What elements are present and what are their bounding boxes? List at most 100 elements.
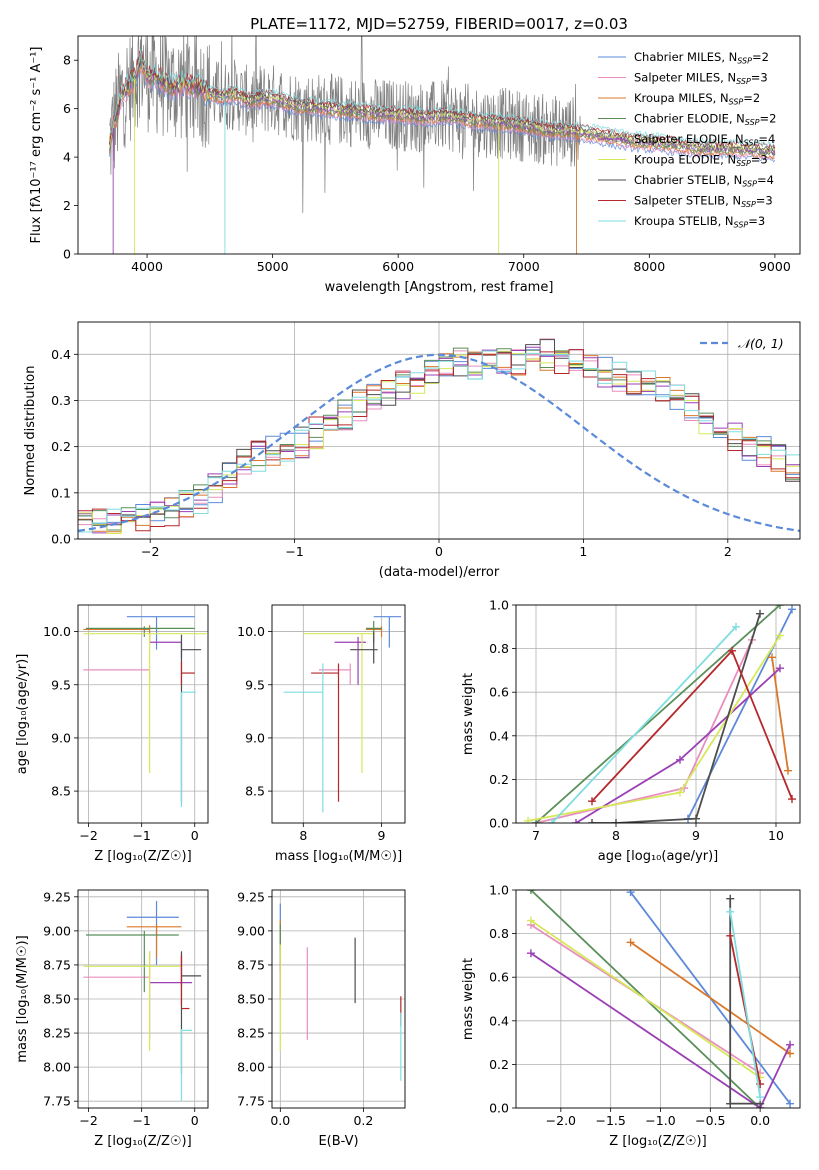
weight-marker bbox=[626, 938, 635, 947]
y-tick-label: 9.25 bbox=[237, 889, 265, 904]
y-tick-label: 8.5 bbox=[51, 784, 71, 799]
y-tick-label: 9.5 bbox=[245, 677, 265, 692]
x-tick-label: −2 bbox=[79, 1113, 97, 1128]
weight-marker bbox=[548, 819, 556, 823]
x-tick-label: −1 bbox=[285, 544, 303, 559]
y-tick-label: 0.6 bbox=[489, 970, 509, 985]
age_vs_Z-ylabel: age [log₁₀(age/yr)] bbox=[15, 654, 30, 775]
x-tick-label: 4000 bbox=[131, 259, 163, 274]
legend-value: =3 bbox=[751, 71, 768, 85]
weight_vs_Z-axes: −2.0 −1.5 −1.0 −0.5 0.0 0.0 0.2 0.4 0.6 0.8 1.0 Z [… bbox=[461, 883, 800, 1149]
y-tick-label: 8.25 bbox=[43, 1026, 71, 1041]
y-tick-label: 0.1 bbox=[51, 485, 71, 500]
weight-marker bbox=[768, 653, 776, 662]
weight-marker bbox=[572, 819, 580, 823]
legend-label: Salpeter STELIB, NSSP=3 bbox=[634, 194, 773, 210]
y-tick-label: 0.0 bbox=[51, 532, 71, 547]
weight-marker bbox=[726, 894, 735, 903]
mass_vs_ebv-plot bbox=[279, 903, 402, 1081]
y-tick-label: 8 bbox=[63, 53, 71, 68]
age_vs_Z-xlabel: Z [log₁₀(Z/Z☉)] bbox=[94, 849, 191, 864]
weight-line bbox=[630, 941, 791, 1055]
legend-name: Kroupa MILES, N bbox=[634, 91, 729, 105]
y-tick-label: 7.75 bbox=[43, 1094, 71, 1109]
y-tick-label: 9.00 bbox=[237, 923, 265, 938]
residuals-frame bbox=[77, 321, 801, 540]
legend-sub: SSP bbox=[736, 159, 751, 168]
mass_vs_ebv-axes: 0.0 0.2 7.75 8.00 8.25 8.50 8.75 9.00 9.25 E(B-V) bbox=[237, 889, 405, 1149]
weight-marker bbox=[756, 1093, 765, 1102]
y-tick-label: 0.8 bbox=[489, 641, 509, 656]
weight-line bbox=[729, 898, 761, 1105]
weight-marker bbox=[692, 814, 700, 823]
residual-histogram bbox=[78, 350, 800, 533]
weight-marker bbox=[776, 605, 784, 609]
residuals-axes: −2 −1 0 1 2 0.0 0.1 0.2 0.3 0.4 (data-model)/error… bbox=[23, 322, 800, 580]
legend-sub: SSP bbox=[742, 180, 757, 189]
legend-name: Salpeter MILES, N bbox=[634, 71, 736, 85]
weight-marker bbox=[756, 609, 764, 618]
weight-marker bbox=[526, 890, 535, 894]
legend-name: Salpeter ELODIE, N bbox=[634, 132, 744, 146]
x-tick-label: −2 bbox=[141, 544, 159, 559]
age_vs_mass-axes: 8 9 8.5 9.0 9.5 10.0 mass [log₁₀(M/M☉)] bbox=[237, 605, 405, 864]
y-tick-label: 0.4 bbox=[489, 1013, 509, 1028]
legend-sub: SSP bbox=[736, 77, 751, 86]
residual-histogram bbox=[78, 339, 800, 526]
weight-marker bbox=[726, 907, 735, 916]
y-tick-label: 6 bbox=[63, 101, 71, 116]
legend-label: Chabrier ELODIE, NSSP=2 bbox=[634, 112, 776, 128]
legend-name: Chabrier STELIB, N bbox=[634, 173, 742, 187]
x-tick-label: −2.0 bbox=[546, 1113, 576, 1128]
legend-name: Salpeter STELIB, N bbox=[634, 194, 741, 208]
weight-marker bbox=[776, 631, 784, 640]
residuals-plot bbox=[78, 338, 800, 534]
weight-marker bbox=[588, 797, 596, 806]
legend-value: =4 bbox=[758, 132, 775, 146]
y-tick-label: 8.00 bbox=[43, 1060, 71, 1075]
weight-line bbox=[771, 657, 789, 771]
weight_vs_Z-xlabel: Z [log₁₀(Z/Z☉)] bbox=[609, 1134, 706, 1149]
legend-sub: SSP bbox=[744, 139, 759, 148]
x-tick-label: 8 bbox=[299, 828, 307, 843]
y-tick-label: 8.5 bbox=[245, 784, 265, 799]
weight-marker bbox=[626, 890, 635, 897]
model-spectrum-line bbox=[109, 55, 776, 153]
legend-label: Salpeter MILES, NSSP=3 bbox=[634, 71, 768, 87]
legend-value: =2 bbox=[760, 112, 777, 126]
y-tick-label: 9.5 bbox=[51, 677, 71, 692]
chart-title: PLATE=1172, MJD=52759, FIBERID=0017, z=0… bbox=[250, 15, 628, 33]
mass_vs_Z-xlabel: Z [log₁₀(Z/Z☉)] bbox=[94, 1134, 191, 1149]
weight-marker bbox=[524, 816, 532, 823]
y-tick-label: 4 bbox=[63, 150, 71, 165]
legend-sub: SSP bbox=[741, 200, 756, 209]
weight_vs_Z-plot bbox=[526, 890, 795, 1108]
spectrum-xlabel: wavelength [Angstrom, rest frame] bbox=[325, 280, 554, 295]
legend-label: Chabrier MILES, NSSP=2 bbox=[634, 50, 769, 66]
mass_vs_ebv-frame bbox=[271, 889, 406, 1109]
mass_vs_Z-axes: −2 −1 0 7.75 8.00 8.25 8.50 8.75 9.00 9.25 Z [log₁… bbox=[15, 889, 208, 1149]
x-tick-label: 8000 bbox=[633, 259, 665, 274]
mass_vs_Z-plot bbox=[83, 900, 202, 1102]
weight-marker bbox=[728, 646, 736, 655]
x-tick-label: 5000 bbox=[257, 259, 289, 274]
y-tick-label: 10.0 bbox=[43, 624, 71, 639]
x-tick-label: 0 bbox=[191, 1113, 199, 1128]
age_vs_Z-plot bbox=[83, 616, 207, 808]
x-tick-label: −0.5 bbox=[695, 1113, 725, 1128]
weight-marker bbox=[676, 788, 684, 797]
x-tick-label: 7 bbox=[532, 828, 540, 843]
y-tick-label: 8.50 bbox=[43, 992, 71, 1007]
spectrum-axes: 4000 5000 6000 7000 8000 9000 0 2 4 6 8 wavelength … bbox=[29, 47, 791, 296]
x-tick-label: 0.2 bbox=[353, 1113, 373, 1128]
weight_vs_age-plot bbox=[524, 605, 796, 823]
y-tick-label: 0.0 bbox=[489, 816, 509, 831]
legend-name: Kroupa STELIB, N bbox=[634, 214, 734, 228]
y-tick-label: 9.25 bbox=[43, 889, 71, 904]
mass_vs_ebv-xlabel: E(B-V) bbox=[318, 1134, 358, 1149]
x-tick-label: −1.0 bbox=[645, 1113, 675, 1128]
age_vs_Z-frame bbox=[77, 604, 209, 824]
y-tick-label: 1.0 bbox=[489, 883, 509, 898]
x-tick-label: 9000 bbox=[759, 259, 791, 274]
model-spectrum-line bbox=[109, 57, 776, 157]
